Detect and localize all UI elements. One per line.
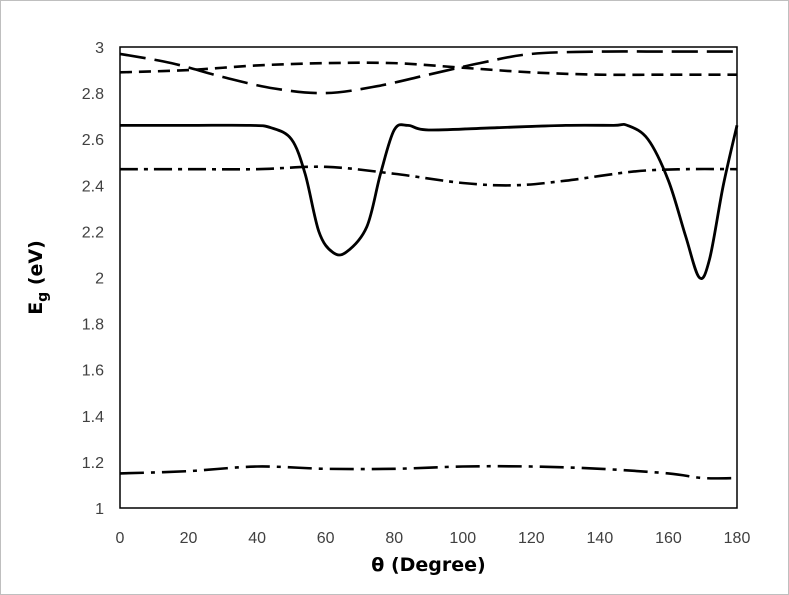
x-tick-label: 60 bbox=[317, 530, 335, 547]
x-tick-label: 20 bbox=[180, 530, 198, 547]
x-tick-label: 180 bbox=[724, 530, 751, 547]
x-tick-label: 140 bbox=[587, 530, 614, 547]
series-line-solid bbox=[120, 122, 739, 280]
y-axis-title: Eg (eV) bbox=[25, 240, 51, 315]
y-tick-label: 1 bbox=[95, 501, 104, 518]
y-axis-title-sub: g bbox=[35, 292, 51, 302]
x-tick-label: 0 bbox=[116, 530, 125, 547]
x-axis-title: θ (Degree) bbox=[371, 554, 485, 576]
y-axis-title-rest: (eV) bbox=[25, 240, 47, 292]
y-tick-label: 2 bbox=[95, 271, 104, 288]
y-tick-label: 1.4 bbox=[82, 409, 104, 426]
series-line-long-dash bbox=[119, 50, 737, 95]
y-tick-label: 1.2 bbox=[82, 455, 104, 472]
y-tick-label: 2.8 bbox=[82, 86, 104, 103]
y-ticks: 1 1.2 1.4 1.6 1.8 2 2.2 2.4 2.6 2.8 3 bbox=[82, 40, 104, 518]
x-tick-label: 160 bbox=[655, 530, 682, 547]
x-tick-label: 120 bbox=[518, 530, 545, 547]
plot-border bbox=[119, 46, 738, 509]
series-line-dash-dot bbox=[119, 165, 738, 187]
y-tick-label: 3 bbox=[95, 40, 104, 57]
y-tick-label: 2.6 bbox=[82, 132, 104, 149]
y-tick-label: 1.6 bbox=[82, 363, 104, 380]
x-ticks: 0 20 40 60 80 100 120 140 160 180 bbox=[116, 530, 751, 547]
y-tick-label: 1.8 bbox=[82, 317, 104, 334]
x-tick-label: 80 bbox=[385, 530, 403, 547]
x-tick-label: 100 bbox=[449, 530, 476, 547]
series-line-long-dash-dot bbox=[119, 464, 738, 480]
y-tick-label: 2.2 bbox=[82, 224, 104, 241]
y-tick-label: 2.4 bbox=[82, 178, 104, 195]
y-axis-title-main: E bbox=[25, 302, 47, 315]
curves bbox=[119, 50, 739, 480]
series-line-dash bbox=[119, 61, 737, 77]
x-tick-label: 40 bbox=[248, 530, 266, 547]
